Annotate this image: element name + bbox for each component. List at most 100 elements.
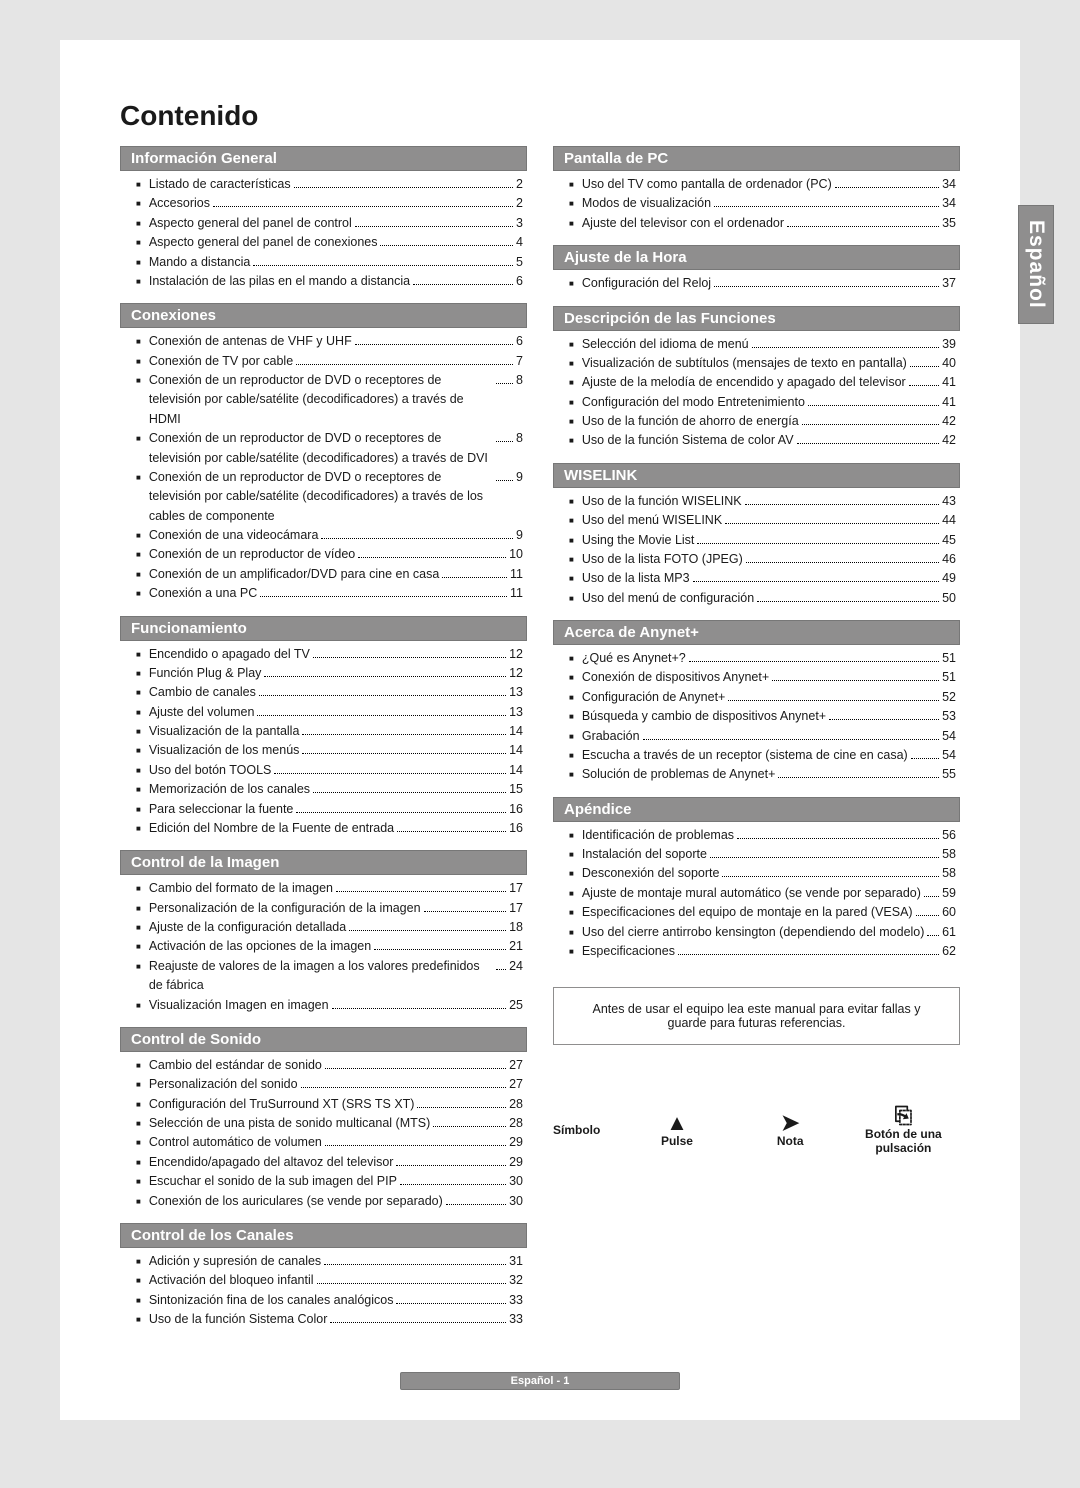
toc-section: ApéndiceIdentificación de problemas56Ins… <box>553 797 960 962</box>
leader-dots <box>910 366 939 367</box>
toc-label: Búsqueda y cambio de dispositivos Anynet… <box>582 707 826 726</box>
toc-label: Selección del idioma de menú <box>582 335 749 354</box>
toc-section: Pantalla de PCUso del TV como pantalla d… <box>553 146 960 233</box>
toc-item: Conexión de los auriculares (se vende po… <box>136 1192 523 1211</box>
toc-page: 51 <box>942 668 956 687</box>
leader-dots <box>446 1204 506 1205</box>
toc-item: Uso del menú de configuración50 <box>569 589 956 608</box>
toc-page: 11 <box>510 565 523 584</box>
toc-page: 37 <box>942 274 956 293</box>
toc-label: Desconexión del soporte <box>582 864 720 883</box>
leader-dots <box>349 930 506 931</box>
toc-label: Activación del bloqueo infantil <box>149 1271 314 1290</box>
section-header: Conexiones <box>120 303 527 328</box>
toc-label: Mando a distancia <box>149 253 250 272</box>
toc-item: Especificaciones del equipo de montaje e… <box>569 903 956 922</box>
toc-label: Para seleccionar la fuente <box>149 800 294 819</box>
toc-label: Aspecto general del panel de conexiones <box>149 233 378 252</box>
toc-item: Ajuste del televisor con el ordenador35 <box>569 214 956 233</box>
toc-list: Uso del TV como pantalla de ordenador (P… <box>553 175 960 233</box>
toc-item: Edición del Nombre de la Fuente de entra… <box>136 819 523 838</box>
toc-label: Conexión de un reproductor de vídeo <box>149 545 355 564</box>
toc-page: 34 <box>942 175 956 194</box>
toc-item: Escucha a través de un receptor (sistema… <box>569 746 956 765</box>
toc-label: Conexión de un amplificador/DVD para cin… <box>149 565 439 584</box>
leader-dots <box>797 443 940 444</box>
leader-dots <box>325 1145 506 1146</box>
toc-page: 58 <box>942 864 956 883</box>
leader-dots <box>927 935 939 936</box>
toc-item: Memorización de los canales15 <box>136 780 523 799</box>
leader-dots <box>496 441 513 442</box>
toc-page: 13 <box>509 683 523 702</box>
leader-dots <box>296 364 513 365</box>
section-header: Control de los Canales <box>120 1223 527 1248</box>
leader-dots <box>396 1165 506 1166</box>
section-header: Control de la Imagen <box>120 850 527 875</box>
toc-list: Adición y supresión de canales31Activaci… <box>120 1252 527 1330</box>
leader-dots <box>689 661 939 662</box>
toc-page: 45 <box>942 531 956 550</box>
toc-item: Desconexión del soporte 58 <box>569 864 956 883</box>
toc-label: Visualización de los menús <box>149 741 300 760</box>
toc-item: Visualización de la pantalla14 <box>136 722 523 741</box>
toc-label: Configuración del modo Entretenimiento <box>582 393 805 412</box>
toc-item: Conexión de un reproductor de DVD o rece… <box>136 468 523 526</box>
toc-label: Cambio del estándar de sonido <box>149 1056 322 1075</box>
leader-dots <box>355 344 513 345</box>
leader-dots <box>313 792 506 793</box>
section-header: Información General <box>120 146 527 171</box>
toc-item: Uso de la función WISELINK43 <box>569 492 956 511</box>
symbol-label: Nota <box>734 1134 847 1148</box>
leader-dots <box>332 1008 507 1009</box>
toc-page: 14 <box>509 741 523 760</box>
toc-page: 61 <box>942 923 956 942</box>
toc-label: Instalación del soporte <box>582 845 707 864</box>
toc-item: Ajuste de la configuración detallada18 <box>136 918 523 937</box>
warning-box: Antes de usar el equipo lea este manual … <box>553 987 960 1045</box>
leader-dots <box>916 915 939 916</box>
toc-page: 10 <box>509 545 523 564</box>
toc-page: 14 <box>509 761 523 780</box>
leader-dots <box>413 284 513 285</box>
toc-page: 12 <box>509 645 523 664</box>
toc-list: Cambio del estándar de sonido27Personali… <box>120 1056 527 1211</box>
toc-item: Accesorios 2 <box>136 194 523 213</box>
toc-page: 46 <box>942 550 956 569</box>
toc-page: 21 <box>509 937 523 956</box>
toc-item: Configuración de Anynet+52 <box>569 688 956 707</box>
toc-item: Búsqueda y cambio de dispositivos Anynet… <box>569 707 956 726</box>
toc-page: 25 <box>509 996 523 1015</box>
leader-dots <box>400 1184 506 1185</box>
toc-section: Control de SonidoCambio del estándar de … <box>120 1027 527 1211</box>
toc-label: Personalización del sonido <box>149 1075 298 1094</box>
manual-page: Español Contenido Información GeneralLis… <box>60 40 1020 1420</box>
toc-section: WISELINKUso de la función WISELINK43Uso … <box>553 463 960 608</box>
leader-dots <box>728 700 939 701</box>
toc-item: Uso de la lista MP349 <box>569 569 956 588</box>
toc-page: 52 <box>942 688 956 707</box>
section-header: Funcionamiento <box>120 616 527 641</box>
toc-label: Uso del menú WISELINK <box>582 511 722 530</box>
toc-label: Conexión de un reproductor de DVD o rece… <box>149 429 493 468</box>
leader-dots <box>829 719 939 720</box>
toc-page: 49 <box>942 569 956 588</box>
toc-label: Especificaciones <box>582 942 675 961</box>
symbol-heading: Símbolo <box>553 1123 600 1137</box>
toc-page: 28 <box>509 1095 523 1114</box>
toc-item: Selección de una pista de sonido multica… <box>136 1114 523 1133</box>
toc-label: Solución de problemas de Anynet+ <box>582 765 776 784</box>
toc-page: 2 <box>516 194 523 213</box>
toc-label: Accesorios <box>149 194 210 213</box>
footer-label: Español - 1 <box>400 1372 681 1390</box>
toc-label: Conexión de los auriculares (se vende po… <box>149 1192 443 1211</box>
toc-label: Memorización de los canales <box>149 780 310 799</box>
leader-dots <box>213 206 513 207</box>
toc-page: 29 <box>509 1133 523 1152</box>
leader-dots <box>678 954 939 955</box>
toc-item: Activación de las opciones de la imagen2… <box>136 937 523 956</box>
leader-dots <box>313 657 506 658</box>
leader-dots <box>752 347 939 348</box>
toc-page: 54 <box>942 746 956 765</box>
leader-dots <box>294 187 513 188</box>
